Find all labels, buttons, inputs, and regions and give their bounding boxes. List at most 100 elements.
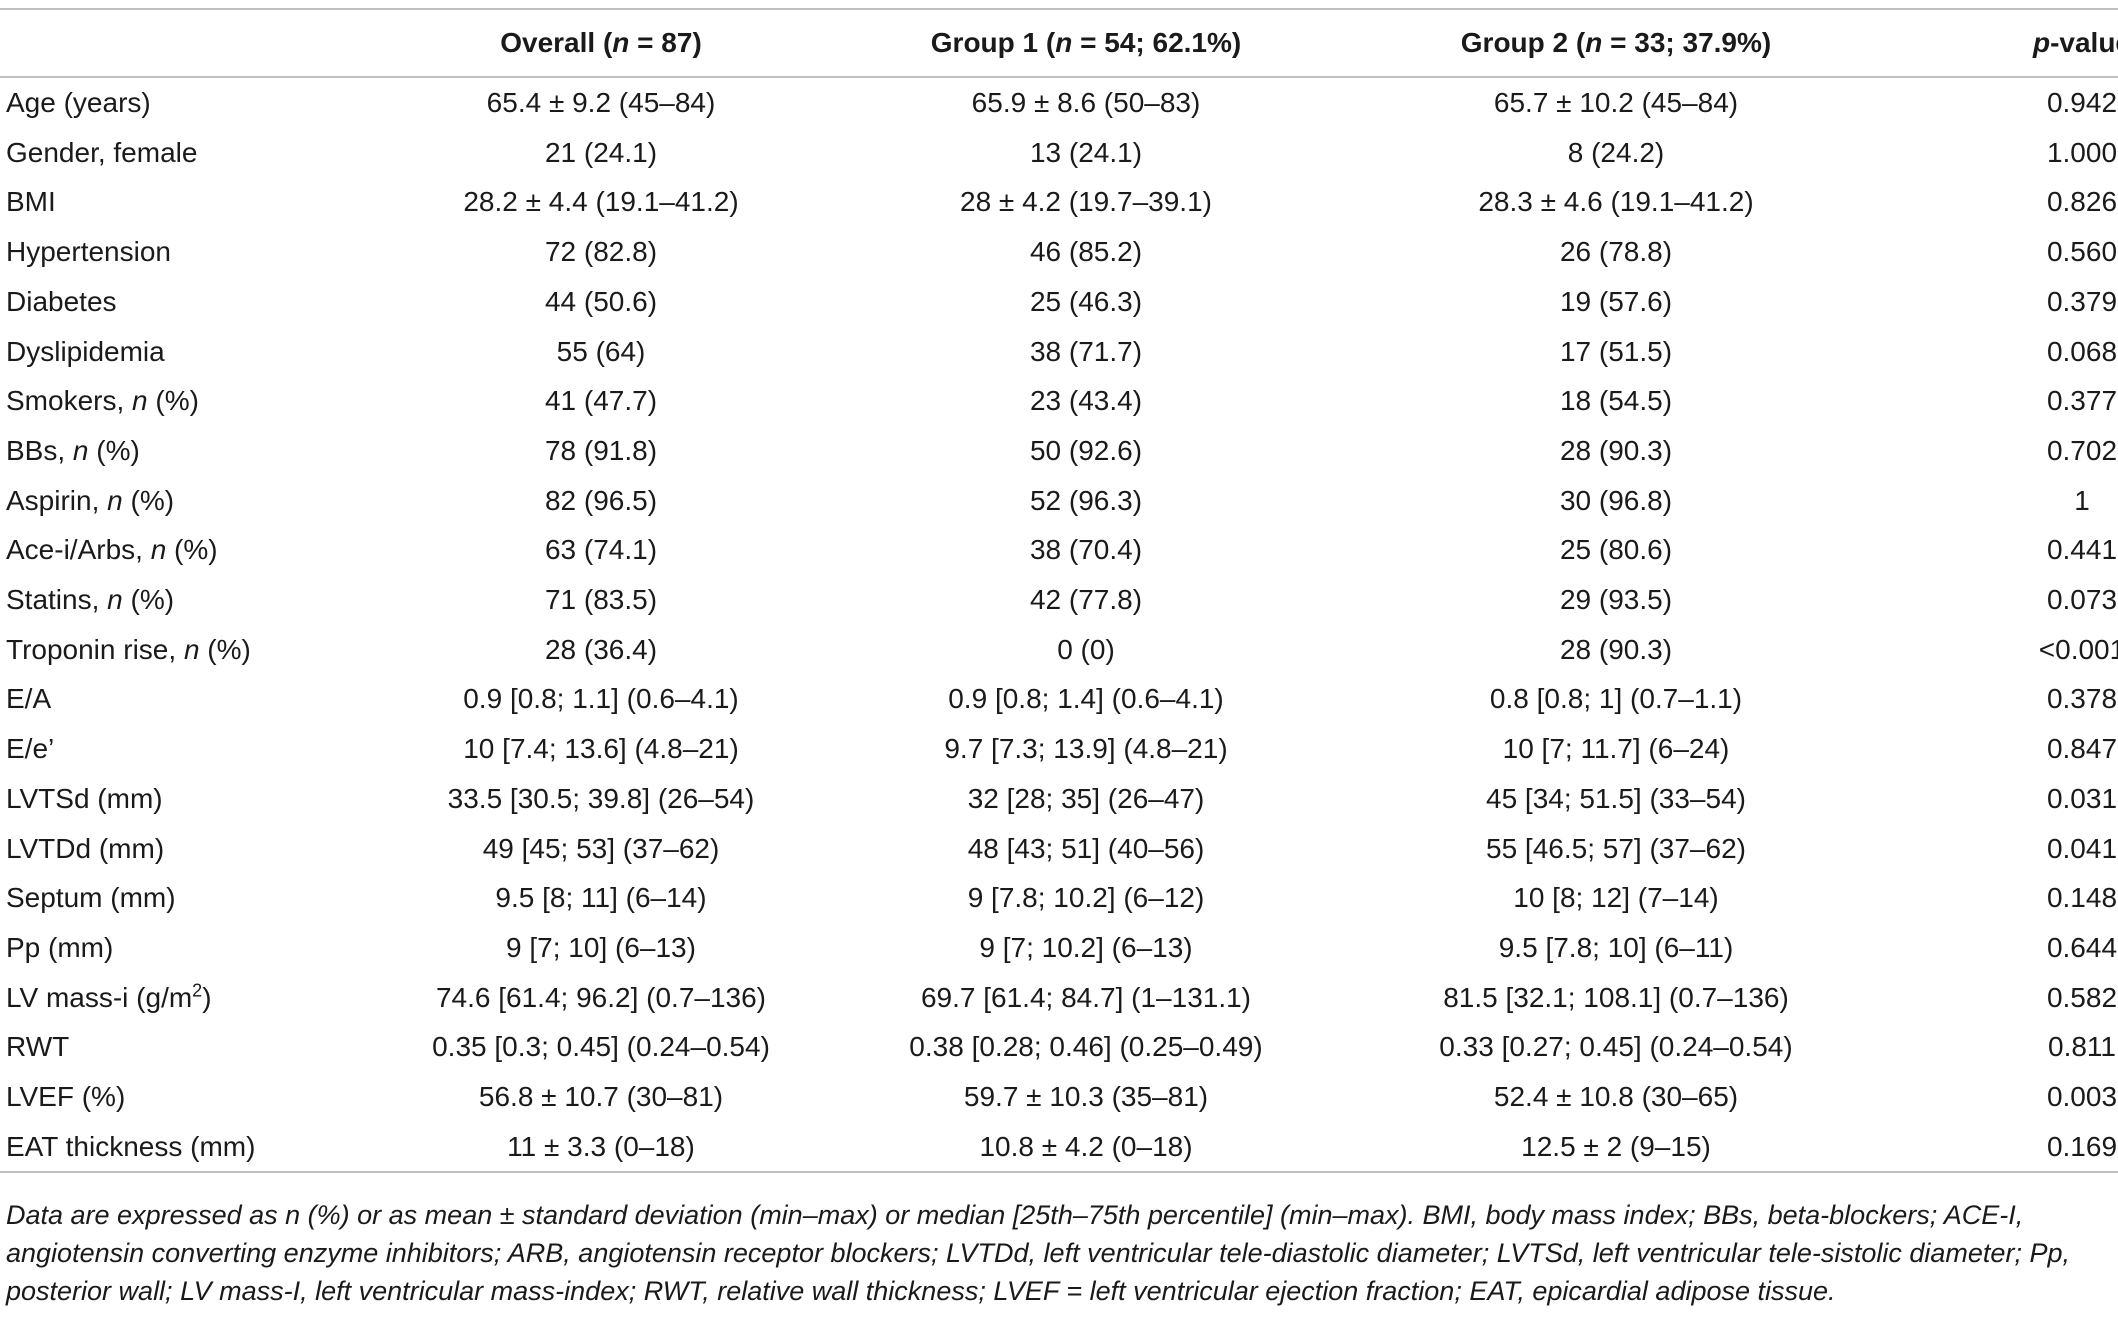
cell-group2: 29 (93.5) [1559, 584, 1673, 616]
cell-overall: 72 (82.8) [544, 236, 658, 268]
row-label-text: Ace-i/Arbs, [6, 534, 151, 566]
cell-group2: 18 (54.5) [1559, 385, 1673, 417]
table-row: E/e’ 10 [7.4; 13.6] (4.8–21) 9.7 [7.3; 13.… [0, 724, 2118, 774]
header-group1: Group 1 (n = 54; 62.1%) [806, 9, 1366, 77]
header-group2: Group 2 (n = 33; 37.9%) [1366, 9, 1866, 77]
row-label: Diabetes [0, 277, 396, 327]
cell-p-value: 0.148 [2046, 882, 2118, 914]
cell-group2: 19 (57.6) [1559, 285, 1673, 317]
table-row: Hypertension 72 (82.8) 46 (85.2) 26 (78.8) 0… [0, 227, 2118, 277]
header-p-value: p-value [1866, 9, 2118, 77]
cell-p-value: 0.811 [2048, 1031, 2116, 1063]
row-label: E/A [0, 674, 396, 724]
row-label-text: Troponin rise, [6, 633, 184, 665]
cell-p-value: 0.378 [2046, 683, 2118, 715]
row-label: Gender, female [0, 128, 396, 178]
table-row: LVTDd (mm) 49 [45; 53] (37–62) 48 [43; 51]… [0, 824, 2118, 874]
cell-overall: 49 [45; 53] (37–62) [482, 832, 720, 864]
row-label: Aspirin, n (%) [0, 476, 396, 526]
cell-overall: 0.9 [0.8; 1.1] (0.6–4.1) [463, 683, 739, 715]
row-label: BMI [0, 177, 396, 227]
cell-group1: 13 (24.1) [1029, 136, 1143, 168]
header-group1-n: n [1055, 27, 1073, 58]
header-label-column [0, 9, 396, 77]
header-group1-rest: = 54; 62.1%) [1072, 27, 1242, 58]
cell-group1: 50 (92.6) [1029, 434, 1143, 466]
cell-group2: 17 (51.5) [1559, 335, 1673, 367]
row-label-italic: n [107, 484, 123, 516]
table-row: Troponin rise, n (%) 28 (36.4) 0 (0) 28 (90… [0, 625, 2118, 675]
cell-group2: 65.7 ± 10.2 (45–84) [1493, 87, 1739, 118]
row-label-text: EAT thickness (mm) [6, 1130, 256, 1162]
cell-group1: 59.7 ± 10.3 (35–81) [963, 1081, 1209, 1113]
cell-group1: 52 (96.3) [1029, 484, 1143, 516]
header-p-italic: p [2032, 27, 2051, 58]
row-label: Smokers, n (%) [0, 376, 396, 426]
row-label-suffix: (%) [88, 434, 140, 466]
cell-overall: 82 (96.5) [544, 484, 658, 516]
cell-group2: 52.4 ± 10.8 (30–65) [1493, 1081, 1739, 1113]
cell-group2: 81.5 [32.1; 108.1] (0.7–136) [1443, 981, 1789, 1013]
table-row: Ace-i/Arbs, n (%) 63 (74.1) 38 (70.4) 25 (8… [0, 525, 2118, 575]
row-label-text: Hypertension [6, 236, 171, 268]
cell-group1: 42 (77.8) [1029, 584, 1143, 616]
cell-overall: 10 [7.4; 13.6] (4.8–21) [463, 733, 739, 765]
row-label-text: Pp (mm) [6, 931, 114, 963]
cell-group1: 9.7 [7.3; 13.9] (4.8–21) [944, 733, 1228, 765]
cell-p-value: 0.169 [2046, 1130, 2118, 1162]
row-label: Statins, n (%) [0, 575, 396, 625]
row-label-text: Age (years) [6, 87, 151, 118]
cell-p-value: 0.377 [2046, 385, 2118, 417]
cell-overall: 71 (83.5) [544, 584, 658, 616]
cell-group1: 32 [28; 35] (26–47) [967, 782, 1205, 814]
row-label-text: LVTSd (mm) [6, 782, 163, 814]
cell-group2: 10 [8; 12] (7–14) [1513, 882, 1719, 914]
row-label: LVTDd (mm) [0, 824, 396, 874]
row-label: Pp (mm) [0, 923, 396, 973]
cell-group1: 38 (70.4) [1029, 534, 1143, 566]
row-label: RWT [0, 1022, 396, 1072]
row-label-text: LVTDd (mm) [6, 832, 165, 864]
cell-overall: 28.2 ± 4.4 (19.1–41.2) [463, 186, 739, 218]
row-label-text: Gender, female [6, 136, 198, 168]
cell-overall: 0.35 [0.3; 0.45] (0.24–0.54) [432, 1031, 770, 1063]
row-label: Age (years) [0, 77, 396, 128]
row-label-italic: n [150, 534, 167, 566]
header-group2-rest: = 33; 37.9%) [1602, 27, 1772, 58]
cell-group2: 28.3 ± 4.6 (19.1–41.2) [1478, 186, 1754, 218]
row-label: LVEF (%) [0, 1072, 396, 1122]
header-group2-n: n [1585, 27, 1603, 58]
cell-overall: 41 (47.7) [544, 385, 658, 417]
table-row: Septum (mm) 9.5 [8; 11] (6–14) 9 [7.8; 10.… [0, 873, 2118, 923]
row-label-superscript: 2 [192, 980, 203, 1001]
cell-p-value: 0.826 [2046, 186, 2118, 218]
cell-p-value: 0.942 [2046, 87, 2118, 118]
table-row: LVTSd (mm) 33.5 [30.5; 39.8] (26–54) 32 [2… [0, 774, 2118, 824]
cell-group1: 65.9 ± 8.6 (50–83) [971, 87, 1201, 118]
row-label: EAT thickness (mm) [0, 1122, 396, 1173]
row-label-text: LV mass-i (g/m [6, 981, 193, 1013]
header-group2-text: Group 2 ( [1460, 27, 1586, 58]
cell-group1: 9 [7; 10.2] (6–13) [979, 931, 1193, 963]
row-label-suffix: (%) [199, 633, 251, 665]
header-overall-n: n [612, 27, 630, 58]
row-label-text: Aspirin, [6, 484, 108, 516]
row-label: Septum (mm) [0, 873, 396, 923]
cell-p-value: 0.441 [2046, 534, 2118, 566]
row-label-text: Diabetes [6, 285, 117, 317]
data-table: Overall (n = 87) Group 1 (n = 54; 62.1%)… [0, 8, 2118, 1173]
cell-overall: 78 (91.8) [544, 434, 658, 466]
row-label: E/e’ [0, 724, 396, 774]
cell-p-value: 0.847 [2046, 733, 2118, 765]
table-row: EAT thickness (mm) 11 ± 3.3 (0–18) 10.8 ± … [0, 1122, 2118, 1173]
row-label-text: E/e’ [6, 733, 55, 765]
table-row: LV mass-i (g/m2) 74.6 [61.4; 96.2] (0.7–1… [0, 973, 2118, 1023]
row-label: Ace-i/Arbs, n (%) [0, 525, 396, 575]
cell-p-value: 0.582 [2046, 981, 2118, 1013]
cell-group2: 0.33 [0.27; 0.45] (0.24–0.54) [1439, 1031, 1793, 1063]
cell-overall: 55 (64) [556, 335, 646, 367]
cell-group1: 10.8 ± 4.2 (0–18) [979, 1130, 1193, 1162]
row-label-text: BBs, [6, 434, 73, 466]
cell-group2: 0.8 [0.8; 1] (0.7–1.1) [1489, 683, 1743, 715]
